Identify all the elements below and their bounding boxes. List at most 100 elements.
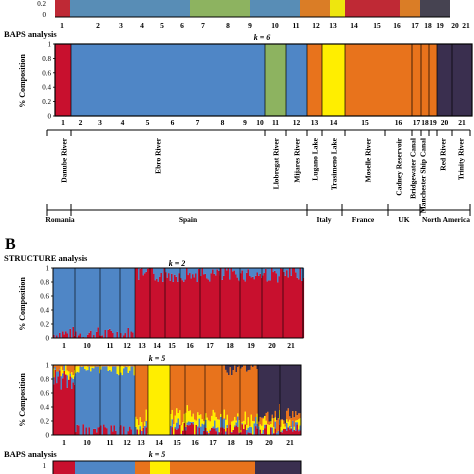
- structure-bar: [123, 268, 125, 336]
- structure-bar: [72, 375, 75, 379]
- structure-strip-segment: [250, 0, 300, 17]
- structure-bar: [195, 420, 198, 425]
- structure-bar: [220, 268, 222, 338]
- structure-bar: [231, 375, 233, 422]
- structure-bar: [120, 333, 122, 338]
- structure-bar: [217, 419, 219, 428]
- structure-bar: [168, 273, 170, 338]
- structure-bar: [156, 278, 158, 338]
- structure-bar: [179, 424, 181, 435]
- structure-bar: [180, 365, 183, 426]
- structure-bar: [161, 365, 164, 435]
- structure-bar: [218, 432, 221, 435]
- structure-bar: [198, 427, 201, 435]
- structure-bar: [186, 405, 189, 423]
- structure-bar: [141, 365, 143, 423]
- structure-bar: [148, 365, 150, 435]
- baps-a-bar: [90, 44, 110, 116]
- baps-b-bar: [255, 461, 301, 474]
- structure-bar: [263, 272, 266, 338]
- structure-bar: [181, 280, 184, 338]
- structure-bar: [90, 371, 92, 435]
- k5-x-label: 17: [209, 438, 217, 447]
- structure-bar: [97, 366, 100, 428]
- structure-bar: [277, 365, 280, 419]
- structure-bar: [164, 365, 167, 435]
- baps-b-bar: [75, 461, 135, 474]
- structure-bar: [223, 268, 225, 276]
- structure-bar: [66, 333, 69, 338]
- structure-bar: [145, 365, 148, 410]
- structure-bar: [276, 365, 278, 421]
- structure-bar: [142, 427, 145, 435]
- structure-bar: [286, 419, 288, 423]
- structure-bar: [209, 429, 212, 431]
- structure-bar: [69, 365, 72, 374]
- k5-bars: [53, 365, 302, 435]
- structure-bar: [261, 365, 263, 418]
- structure-bar: [258, 365, 260, 422]
- structure-bar: [79, 365, 82, 367]
- structure-bar: [266, 268, 269, 282]
- structure-bar: [220, 365, 222, 414]
- structure-bar: [54, 268, 57, 338]
- structure-bar: [275, 273, 278, 338]
- structure-bar: [145, 409, 148, 422]
- structure-bar: [173, 424, 175, 435]
- structure-bar: [163, 365, 165, 435]
- structure-bar: [277, 282, 279, 338]
- structure-bar: [78, 372, 80, 426]
- structure-bar: [112, 365, 114, 367]
- structure-bar: [280, 426, 282, 432]
- structure-bar: [56, 371, 58, 384]
- structure-bar: [54, 366, 57, 370]
- structure-bar: [287, 268, 290, 278]
- structure-bar: [192, 424, 195, 435]
- structure-bar: [191, 421, 193, 423]
- baps-b-ytick: 1: [43, 462, 47, 470]
- locality-label: Trinity River: [457, 137, 466, 180]
- structure-bar: [94, 428, 97, 435]
- structure-bar: [63, 365, 66, 371]
- structure-bar: [241, 423, 244, 425]
- k-label-a: k = 6: [254, 33, 271, 42]
- structure-bar: [78, 335, 80, 338]
- baps-a-bar: [345, 44, 385, 116]
- structure-bar: [221, 268, 224, 280]
- baps-a-frame: [54, 43, 473, 117]
- structure-bar: [263, 268, 266, 273]
- baps-a-bar: [185, 44, 210, 116]
- structure-bar: [298, 419, 300, 430]
- structure-bar: [69, 268, 72, 329]
- structure-bar: [264, 365, 266, 416]
- k2-label: k = 2: [169, 259, 186, 268]
- k2-frame: [52, 267, 304, 339]
- structure-bar: [171, 427, 174, 435]
- ytick-label: 0.6: [42, 69, 51, 77]
- structure-bar: [100, 369, 102, 426]
- structure-bar: [293, 426, 296, 431]
- structure-bar: [100, 366, 102, 370]
- structure-bar: [149, 365, 152, 435]
- structure-bar: [286, 365, 288, 411]
- structure-bar: [144, 421, 146, 426]
- structure-bar: [214, 428, 216, 435]
- structure-bar: [169, 280, 172, 338]
- structure-bar: [265, 412, 268, 421]
- structure-bar: [265, 365, 268, 413]
- structure-bar: [252, 276, 254, 338]
- structure-bar: [261, 417, 263, 426]
- ytick-label: 0.8: [42, 55, 51, 63]
- structure-bar: [183, 365, 186, 414]
- structure-bar: [229, 268, 231, 280]
- structure-bar: [292, 411, 294, 421]
- baps-a-bar: [322, 44, 345, 116]
- structure-bar: [241, 268, 244, 271]
- structure-bar: [215, 275, 217, 338]
- structure-bar: [223, 365, 226, 410]
- baps-a-x-label: 6: [171, 118, 175, 127]
- structure-bar: [240, 365, 242, 369]
- structure-bar: [238, 365, 241, 421]
- structure-bar: [187, 268, 190, 276]
- structure-bar: [188, 421, 190, 426]
